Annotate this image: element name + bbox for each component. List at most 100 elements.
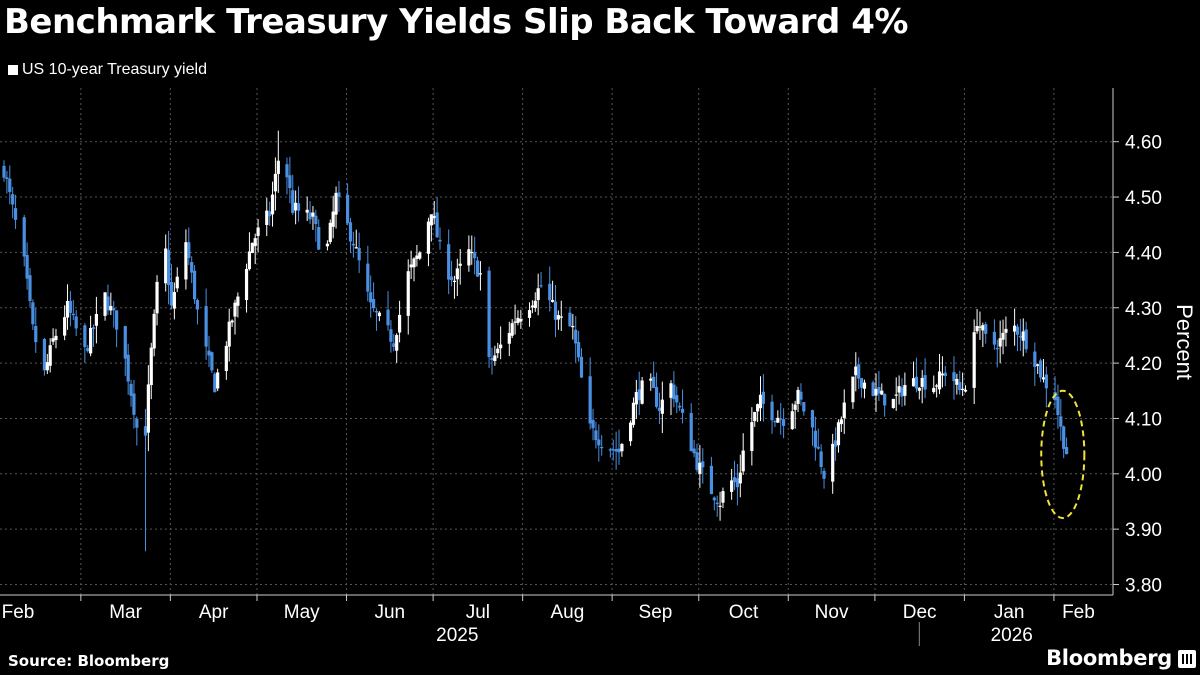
candle-body (935, 385, 939, 387)
candle-body (374, 310, 379, 313)
candle-body (409, 264, 413, 268)
candle-body (91, 327, 96, 330)
candle-body (1021, 331, 1025, 341)
candle-body (2, 165, 6, 178)
candle-body (25, 254, 29, 279)
candle-body (628, 422, 633, 442)
candle-body (490, 357, 494, 361)
candle-body (143, 426, 148, 436)
candle-body (669, 383, 673, 398)
candle-body (294, 202, 298, 211)
candle-body (204, 306, 208, 347)
candle-body (730, 480, 734, 492)
candle-body (675, 395, 679, 403)
candle-body (268, 211, 272, 217)
candle-body (270, 194, 275, 215)
candle-body (276, 160, 280, 174)
candle-body (527, 310, 532, 318)
candle-body (317, 227, 321, 250)
candle-body (738, 472, 742, 484)
candle-body (721, 491, 725, 503)
candle-body (952, 372, 956, 382)
candle-body (192, 270, 197, 300)
candle-body (657, 407, 662, 411)
x-tick-label: Nov (815, 602, 849, 623)
candle-body (678, 405, 682, 408)
candle-body (224, 345, 228, 371)
candle-body (701, 461, 705, 468)
candle-body (11, 194, 15, 205)
candle-body (871, 382, 875, 397)
candle-body (516, 317, 520, 323)
candle-body (115, 310, 119, 330)
x-year-label: 2026 (991, 625, 1033, 646)
candle-body (695, 452, 699, 470)
candle-body (112, 308, 116, 311)
y-tick-label: 4.30 (1125, 299, 1162, 320)
candle-body (473, 252, 477, 259)
candle-body (449, 276, 454, 281)
candle-body (712, 497, 716, 501)
candle-body (68, 300, 73, 313)
candle-body (877, 387, 881, 394)
candle-body (773, 421, 777, 423)
annotations (1040, 389, 1086, 520)
candle-body (348, 222, 353, 242)
candle-body (689, 413, 693, 452)
candle-body (981, 325, 985, 331)
candle-body (617, 448, 621, 453)
candle-body (836, 422, 841, 446)
candle-body (574, 329, 578, 344)
candle-body (559, 316, 563, 318)
candle-body (943, 372, 947, 377)
candle-body (536, 288, 540, 301)
candle-body (305, 209, 309, 213)
x-tick-label: Jan (994, 602, 1025, 623)
candle-body (164, 248, 168, 284)
candle-body (230, 320, 234, 323)
highlight-ellipse (1040, 389, 1086, 520)
candle-body (48, 345, 52, 366)
candle-body (337, 192, 341, 197)
candle-body (467, 249, 471, 266)
candle-body (597, 439, 601, 446)
candle-body (894, 394, 898, 396)
candle-body (709, 465, 714, 495)
candle-body (932, 387, 936, 393)
candle-body (571, 325, 575, 328)
candle-body (568, 312, 572, 327)
candle-body (89, 327, 93, 354)
x-year-label: 2025 (436, 625, 478, 646)
candle-body (71, 313, 75, 316)
candle-body (1062, 426, 1066, 449)
candle-body (551, 299, 555, 302)
candle-body (758, 394, 763, 409)
candle-body (210, 352, 214, 371)
x-tick-label: Feb (2, 602, 35, 623)
candle-body (415, 255, 419, 260)
candle-body (1036, 364, 1040, 366)
candle-body (799, 391, 803, 400)
y-tick-label: 4.00 (1125, 465, 1162, 486)
candle-body (1056, 396, 1060, 416)
candle-body (680, 408, 685, 413)
candle-body (244, 268, 249, 301)
candle-body (285, 164, 289, 178)
candle-body (74, 316, 78, 329)
x-tick-label: Mar (109, 602, 142, 623)
x-tick-label: May (284, 602, 320, 623)
candle-body (715, 502, 719, 505)
candle-body (429, 214, 433, 226)
candle-body (426, 221, 431, 254)
candle-body (273, 173, 278, 192)
candle-body (28, 275, 32, 301)
candle-body (874, 389, 878, 396)
candle-body (660, 399, 664, 414)
candle-body (432, 215, 436, 219)
x-tick-label: Dec (903, 602, 937, 623)
x-tick-label: Apr (199, 602, 229, 623)
candle-body (649, 378, 653, 381)
candle-body (718, 505, 722, 507)
candle-body (166, 250, 171, 286)
candle-body (478, 273, 483, 275)
